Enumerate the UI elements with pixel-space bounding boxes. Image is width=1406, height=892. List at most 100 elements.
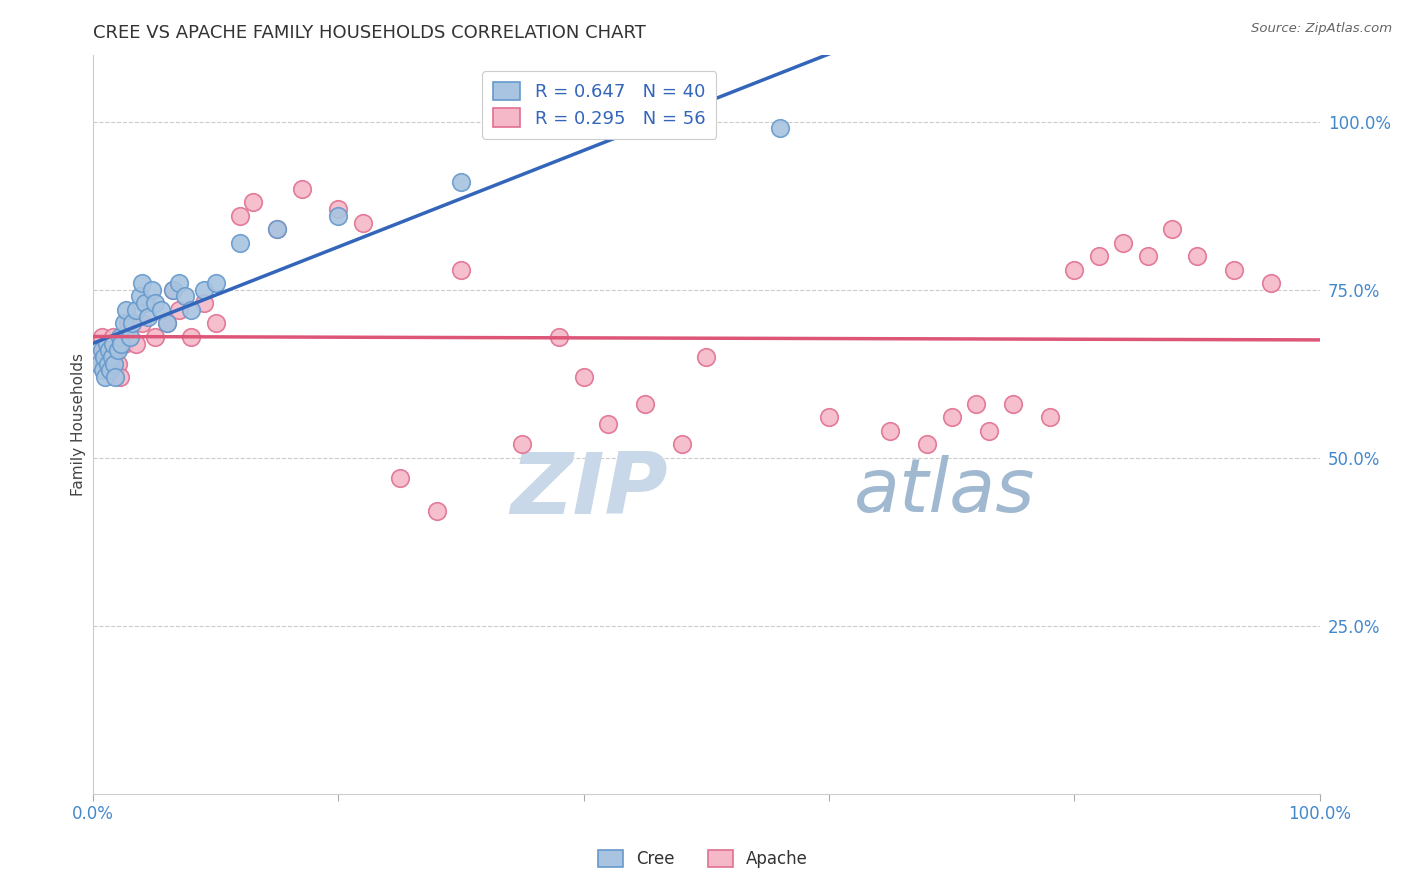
Point	[174, 289, 197, 303]
Point	[117, 316, 139, 330]
Point	[125, 302, 148, 317]
Point	[915, 437, 938, 451]
Point	[108, 370, 131, 384]
Point	[1002, 397, 1025, 411]
Point	[671, 437, 693, 451]
Point	[180, 302, 202, 317]
Point	[205, 316, 228, 330]
Point	[149, 302, 172, 317]
Point	[1161, 222, 1184, 236]
Text: CREE VS APACHE FAMILY HOUSEHOLDS CORRELATION CHART: CREE VS APACHE FAMILY HOUSEHOLDS CORRELA…	[93, 24, 647, 42]
Point	[141, 283, 163, 297]
Point	[97, 357, 120, 371]
Point	[450, 175, 472, 189]
Point	[156, 316, 179, 330]
Point	[131, 276, 153, 290]
Legend: Cree, Apache: Cree, Apache	[591, 843, 815, 875]
Text: atlas: atlas	[853, 455, 1035, 526]
Point	[328, 202, 350, 216]
Point	[134, 296, 156, 310]
Point	[112, 316, 135, 330]
Point	[695, 350, 717, 364]
Point	[572, 370, 595, 384]
Point	[103, 357, 125, 371]
Point	[450, 262, 472, 277]
Point	[1260, 276, 1282, 290]
Point	[818, 410, 841, 425]
Point	[97, 336, 120, 351]
Point	[328, 209, 350, 223]
Point	[162, 283, 184, 297]
Point	[229, 235, 252, 250]
Point	[143, 330, 166, 344]
Point	[266, 222, 288, 236]
Point	[879, 424, 901, 438]
Point	[426, 504, 449, 518]
Point	[98, 363, 121, 377]
Point	[96, 336, 118, 351]
Point	[167, 276, 190, 290]
Point	[90, 343, 112, 358]
Point	[128, 289, 150, 303]
Point	[108, 330, 131, 344]
Text: ZIP: ZIP	[510, 450, 668, 533]
Point	[167, 302, 190, 317]
Point	[941, 410, 963, 425]
Point	[125, 336, 148, 351]
Point	[110, 336, 132, 351]
Point	[101, 330, 124, 344]
Y-axis label: Family Households: Family Households	[72, 352, 86, 496]
Point	[90, 330, 112, 344]
Point	[266, 222, 288, 236]
Point	[162, 283, 184, 297]
Point	[89, 350, 111, 364]
Point	[94, 370, 117, 384]
Point	[91, 363, 114, 377]
Point	[1223, 262, 1246, 277]
Point	[229, 209, 252, 223]
Point	[180, 330, 202, 344]
Point	[352, 216, 374, 230]
Point	[121, 316, 143, 330]
Point	[1185, 249, 1208, 263]
Point	[89, 357, 111, 371]
Text: Source: ZipAtlas.com: Source: ZipAtlas.com	[1251, 22, 1392, 36]
Point	[193, 296, 215, 310]
Point	[977, 424, 1000, 438]
Point	[1088, 249, 1111, 263]
Point	[548, 330, 571, 344]
Point	[291, 182, 314, 196]
Point	[93, 343, 115, 358]
Point	[634, 397, 657, 411]
Point	[103, 357, 125, 371]
Point	[512, 437, 534, 451]
Point	[104, 343, 127, 358]
Point	[769, 121, 792, 136]
Point	[101, 336, 124, 351]
Point	[100, 350, 122, 364]
Point	[388, 471, 411, 485]
Point	[104, 370, 127, 384]
Point	[156, 316, 179, 330]
Point	[131, 316, 153, 330]
Point	[143, 296, 166, 310]
Point	[1063, 262, 1085, 277]
Point	[94, 357, 117, 371]
Point	[1136, 249, 1159, 263]
Point	[98, 363, 121, 377]
Point	[1112, 235, 1135, 250]
Point	[205, 276, 228, 290]
Point	[118, 330, 141, 344]
Point	[965, 397, 987, 411]
Point	[98, 343, 121, 358]
Legend: R = 0.647   N = 40, R = 0.295   N = 56: R = 0.647 N = 40, R = 0.295 N = 56	[482, 71, 716, 138]
Point	[112, 336, 135, 351]
Point	[193, 283, 215, 297]
Point	[1039, 410, 1062, 425]
Point	[93, 350, 115, 364]
Point	[115, 302, 138, 317]
Point	[118, 330, 141, 344]
Point	[138, 310, 160, 324]
Point	[242, 195, 264, 210]
Point	[107, 343, 129, 358]
